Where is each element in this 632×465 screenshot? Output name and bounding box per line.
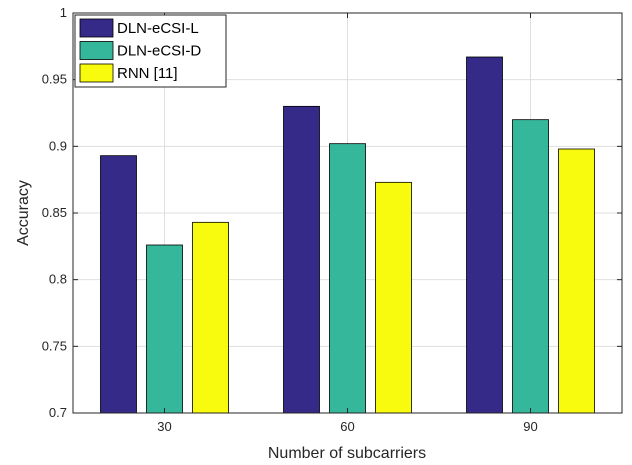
bar-dln-ecsi-d-30 [146, 244, 183, 414]
bar-rnn-11-30 [192, 221, 229, 414]
legend-swatch [79, 18, 114, 38]
legend-label: DLN-eCSI-D [117, 43, 201, 60]
bar-dln-ecsi-l-60 [283, 105, 320, 414]
legend-swatch [79, 41, 114, 60]
y-tick-label: 0.9 [49, 138, 67, 153]
x-tick-label: 90 [523, 419, 537, 434]
legend-label: RNN [11] [117, 65, 178, 82]
bars [100, 56, 595, 414]
y-tick-label: 0.7 [49, 405, 67, 420]
y-tick-label: 0.95 [42, 72, 67, 87]
y-axis-title: Accuracy [15, 180, 32, 246]
bar-rnn-11-60 [375, 181, 412, 414]
bar-dln-ecsi-l-30 [100, 155, 137, 414]
bar-dln-ecsi-l-90 [466, 56, 503, 414]
x-axis-title: Number of subcarriers [268, 445, 426, 462]
bar-dln-ecsi-d-90 [512, 119, 549, 414]
x-tick-label: 60 [340, 419, 354, 434]
x-axis-ticks: 30 60 90 [157, 13, 538, 434]
legend-swatch [79, 63, 114, 83]
legend: DLN-eCSI-L DLN-eCSI-D RNN [11] [74, 14, 227, 88]
y-tick-label: 0.75 [42, 338, 67, 353]
y-tick-label: 0.8 [49, 272, 67, 287]
y-tick-label: 1 [60, 5, 67, 20]
bar-rnn-11-90 [558, 148, 595, 414]
legend-label: DLN-eCSI-L [117, 20, 199, 37]
x-tick-label: 30 [157, 419, 171, 434]
y-axis-ticks: 0.7 0.75 0.8 0.85 0.9 0.95 1 [42, 5, 622, 420]
bar-dln-ecsi-d-60 [329, 143, 366, 414]
y-tick-label: 0.85 [42, 205, 67, 220]
